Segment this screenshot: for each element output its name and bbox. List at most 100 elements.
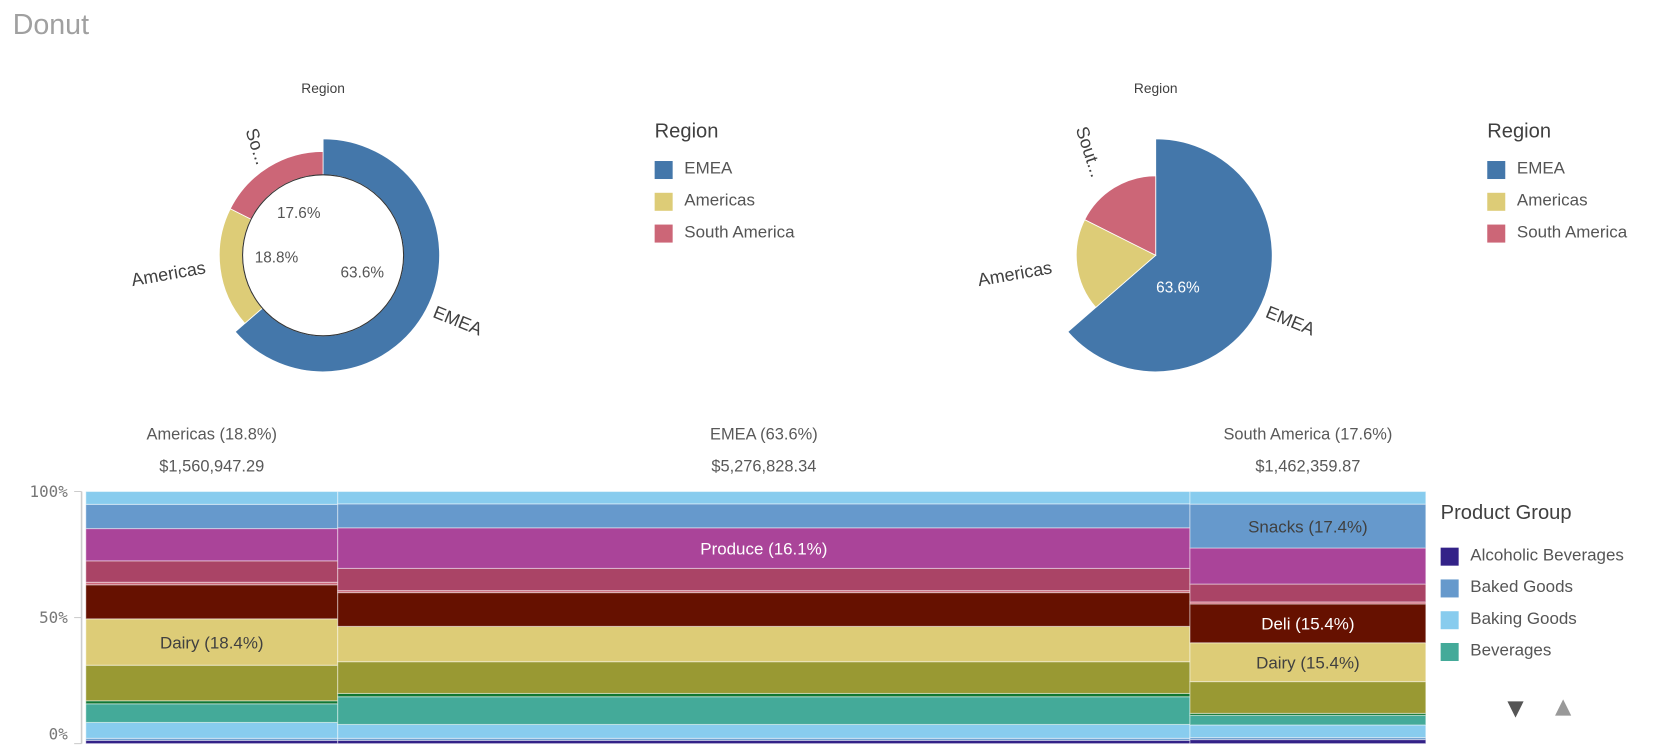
slice-label: Americas <box>976 257 1053 290</box>
legend-item-emea[interactable]: EMEA <box>1487 154 1627 186</box>
column-header: Americas (18.8%) <box>146 425 278 444</box>
column-amount: $5,276,828.34 <box>711 457 817 476</box>
legend-label: Baking Goods <box>1470 610 1577 629</box>
mekko-segment[interactable] <box>337 625 1191 663</box>
segment-label: Deli (15.4%) <box>1261 615 1354 634</box>
slice-south-america[interactable] <box>1084 175 1157 256</box>
legend-swatch <box>1440 642 1459 661</box>
mekko-segment[interactable] <box>1189 490 1427 505</box>
pie-chart[interactable]: EMEA 63.6% Americas Sout... <box>939 106 1384 403</box>
mekko-segment[interactable] <box>85 664 339 702</box>
segment-label: Snacks (17.4%) <box>1248 517 1368 536</box>
legend-item-south-america[interactable]: South America <box>1487 217 1627 249</box>
slice-label: So... <box>242 126 272 167</box>
mekko-segment[interactable] <box>85 490 339 505</box>
segment-label: Produce (16.1%) <box>700 539 827 558</box>
mekko-segment[interactable] <box>1189 681 1427 714</box>
mekko-segment[interactable] <box>337 696 1191 725</box>
mekko-segment[interactable] <box>85 618 339 666</box>
mekko-segment[interactable] <box>1189 714 1427 726</box>
sheet-title: Donut <box>12 8 90 41</box>
segment-label: Dairy (15.4%) <box>1256 654 1360 673</box>
mekko-segment[interactable] <box>85 703 339 723</box>
y-tick-0: 0% <box>48 724 68 744</box>
donut-hole <box>242 174 405 337</box>
legend-swatch <box>1440 547 1459 566</box>
legend-scroll-down-icon[interactable]: ▼ <box>1507 694 1524 721</box>
column-amount: $1,462,359.87 <box>1255 457 1361 476</box>
legend-swatch <box>654 192 673 211</box>
legend-item-americas[interactable]: Americas <box>654 185 795 217</box>
pie-legend: Region EMEA Americas South America <box>1487 121 1627 249</box>
mekko-segment[interactable] <box>337 592 1191 627</box>
slice-americas[interactable] <box>1075 219 1157 309</box>
slice-label: EMEA <box>430 302 485 340</box>
legend-swatch <box>654 224 673 243</box>
product-group-legend: Product Group Alcoholic Beverages Baked … <box>1440 502 1624 668</box>
mekko-segment[interactable] <box>1189 739 1427 745</box>
y-tick-100: 100% <box>29 481 68 502</box>
legend-swatch <box>1440 610 1459 629</box>
slice-emea[interactable] <box>1067 138 1273 373</box>
mekko-segment[interactable] <box>85 560 339 583</box>
legend-scroll-up-icon[interactable]: ▲ <box>1555 692 1572 719</box>
slice-label: Americas <box>130 257 207 290</box>
legend-swatch <box>1487 160 1506 179</box>
legend-label: South America <box>1516 223 1628 242</box>
legend-item-emea[interactable]: EMEA <box>654 154 795 186</box>
slice-label: Sout... <box>1072 124 1107 180</box>
segment-label: Dairy (18.4%) <box>160 633 264 652</box>
legend-swatch <box>1487 192 1506 211</box>
mekko-segment[interactable] <box>85 528 339 562</box>
slice-percent-label: 18.8% <box>255 250 299 267</box>
mekko-segment[interactable] <box>1189 583 1427 603</box>
mekko-segment[interactable] <box>1189 724 1427 739</box>
product-legend-title: Product Group <box>1440 502 1572 525</box>
mekko-segment[interactable] <box>337 490 1191 505</box>
mekko-segment[interactable] <box>337 567 1191 592</box>
slice-label: EMEA <box>1263 302 1318 340</box>
slice-percent-label: 63.6% <box>1156 279 1200 296</box>
slice-percent-label: 63.6% <box>341 265 385 282</box>
mekko-segment[interactable] <box>85 721 339 739</box>
y-tick-50: 50% <box>39 608 68 628</box>
legend-label: EMEA <box>684 159 733 178</box>
mekko-segment[interactable] <box>337 661 1191 694</box>
column-header: South America (17.6%) <box>1223 425 1393 444</box>
mekko-segment[interactable] <box>337 503 1191 529</box>
legend-item-south-america[interactable]: South America <box>654 217 795 249</box>
mekko-segment[interactable] <box>1189 603 1427 644</box>
donut-legend-title: Region <box>654 120 719 144</box>
legend-label: Alcoholic Beverages <box>1470 546 1624 565</box>
donut-chart[interactable]: EMEA 63.6% Americas 18.8% So... 17.6% <box>106 106 551 403</box>
mekko-segment[interactable] <box>337 527 1191 569</box>
mekko-segment[interactable] <box>85 503 339 530</box>
legend-label: Baked Goods <box>1470 578 1574 597</box>
donut-chart-title: Region <box>301 80 345 97</box>
legend-label: Beverages <box>1470 641 1552 660</box>
legend-label: EMEA <box>1516 159 1565 178</box>
legend-item-alcoholic-beverages[interactable]: Alcoholic Beverages <box>1440 540 1624 572</box>
legend-swatch <box>1487 224 1506 243</box>
donut-legend: Region EMEA Americas South America <box>654 120 795 249</box>
mekko-segment[interactable] <box>85 584 339 620</box>
legend-label: South America <box>684 223 795 242</box>
pie-chart-title: Region <box>1133 80 1178 97</box>
legend-item-baking-goods[interactable]: Baking Goods <box>1440 604 1624 636</box>
mekko-segment[interactable] <box>1189 547 1427 585</box>
column-header: EMEA (63.6%) <box>709 425 818 444</box>
legend-swatch <box>654 160 673 179</box>
slice-percent-label: 17.6% <box>277 205 321 222</box>
mekko-segment[interactable] <box>1189 642 1427 683</box>
mekko-segment[interactable] <box>337 723 1191 739</box>
legend-item-americas[interactable]: Americas <box>1487 185 1627 217</box>
legend-label: Americas <box>684 191 755 210</box>
legend-swatch <box>1440 578 1459 597</box>
mekko-segment[interactable] <box>1189 503 1427 549</box>
mekko-chart[interactable]: Dairy (18.4%) Produce (16.1%) Dairy (15.4%… <box>0 482 1441 754</box>
legend-label: Americas <box>1516 191 1588 210</box>
legend-item-baked-goods[interactable]: Baked Goods <box>1440 572 1624 604</box>
column-amount: $1,560,947.29 <box>159 457 265 476</box>
pie-legend-title: Region <box>1487 120 1552 144</box>
legend-item-beverages[interactable]: Beverages <box>1440 636 1624 668</box>
